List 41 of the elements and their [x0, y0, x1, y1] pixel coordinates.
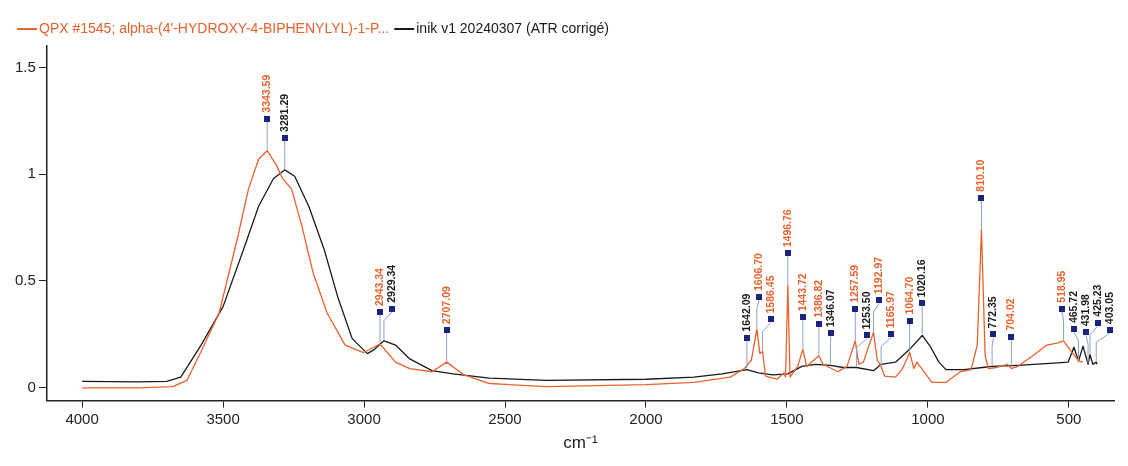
- annotation: 2929.34: [384, 264, 397, 303]
- annotation: 3343.59: [260, 74, 273, 113]
- annotation: 810.10: [974, 159, 987, 192]
- annotation: 2943.34: [372, 267, 385, 306]
- legend-label: inik v1 20240307 (ATR corrigé): [416, 19, 609, 36]
- y-tick-label: 1: [27, 164, 36, 182]
- annotation: 1496.76: [780, 209, 793, 248]
- annotation: 403.05: [1102, 291, 1115, 325]
- x-tick-label: 3500: [206, 409, 240, 427]
- annotation: 425.23: [1090, 284, 1103, 317]
- y-tick-label: 1.5: [14, 57, 36, 75]
- annotation: 1165.97: [884, 290, 897, 329]
- y-tick-label: 0: [27, 377, 36, 395]
- annotation: 1642.09: [739, 293, 752, 332]
- annotation: 1253.50: [860, 291, 873, 330]
- x-tick-label: 4000: [65, 409, 99, 427]
- x-tick-label: 1500: [770, 409, 804, 427]
- annotation: 1346.07: [823, 289, 836, 328]
- annotation: 1443.72: [795, 273, 808, 312]
- annotation: 1020.16: [915, 259, 928, 298]
- annotation: 1064.70: [902, 276, 915, 315]
- x-tick-label: 1000: [911, 409, 945, 427]
- annotation: 772.35: [986, 296, 999, 329]
- legend-label: QPX #1545; alpha-(4'-HYDROXY-4-BIPHENYLYL)-1-P...: [39, 19, 390, 36]
- x-tick-label: 2000: [629, 409, 663, 427]
- annotation: 3281.29: [277, 93, 290, 132]
- y-tick-label: 0.5: [14, 271, 36, 289]
- annotation: 1386.82: [811, 279, 824, 318]
- annotation: 1606.70: [751, 252, 764, 292]
- annotation: 1257.59: [848, 264, 861, 303]
- annotation: 704.02: [1004, 298, 1017, 331]
- annotation: 465.72: [1066, 290, 1079, 324]
- x-tick-label: 500: [1056, 409, 1082, 427]
- annotation: 431.98: [1078, 294, 1091, 327]
- x-tick-label: 3000: [347, 409, 381, 427]
- annotation: 2707.09: [439, 286, 452, 325]
- x-axis-title: cm⁻¹: [563, 433, 598, 453]
- annotation: 1192.97: [872, 256, 885, 295]
- x-tick-label: 2500: [488, 409, 522, 427]
- annotation: 518.95: [1054, 270, 1067, 303]
- annotation: 1586.45: [763, 275, 776, 314]
